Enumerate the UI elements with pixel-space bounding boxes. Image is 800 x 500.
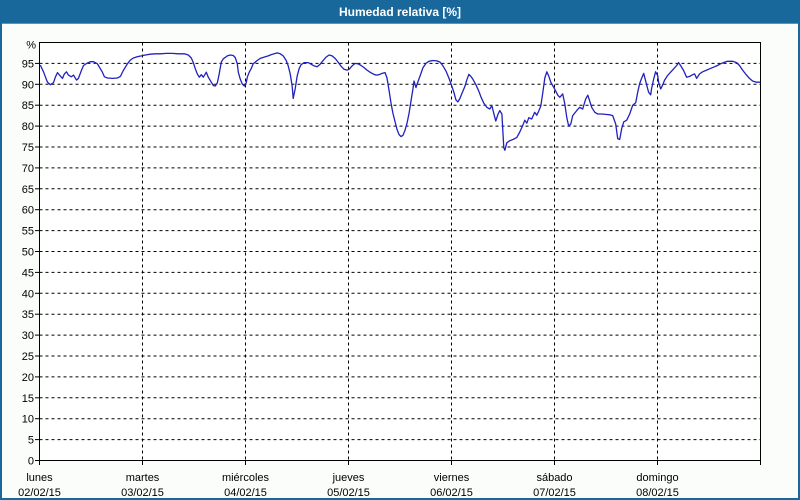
plot-frame (39, 42, 761, 461)
humidity-series-line (39, 52, 761, 151)
y-tick-label: 15 (22, 393, 34, 405)
x-day-label: miércoles (222, 472, 270, 484)
x-date-label: 07/02/15 (533, 487, 576, 499)
y-tick-label: 85 (22, 100, 34, 112)
x-day-label: martes (126, 472, 160, 484)
y-tick-label: 95 (22, 58, 34, 70)
x-day-label: viernes (434, 472, 470, 484)
y-tick-label: 55 (22, 226, 34, 238)
x-date-label: 08/02/15 (636, 487, 679, 499)
x-date-label: 02/02/15 (18, 487, 61, 499)
x-day-label: lunes (26, 472, 53, 484)
y-tick-label: 35 (22, 309, 34, 321)
y-tick-label: 50 (22, 247, 34, 259)
y-tick-label: 45 (22, 267, 34, 279)
title-bar: Humedad relativa [%] (2, 0, 798, 24)
y-tick-label: 60 (22, 205, 34, 217)
y-tick-label: 5 (28, 435, 34, 447)
x-day-label: jueves (332, 472, 365, 484)
y-tick-label: 0 (28, 456, 34, 468)
y-tick-label: 20 (22, 372, 34, 384)
y-tick-label: 30 (22, 330, 34, 342)
y-tick-label: 90 (22, 79, 34, 91)
y-tick-label: 80 (22, 121, 34, 133)
x-day-label: sábado (536, 472, 572, 484)
y-tick-label: 70 (22, 163, 34, 175)
x-date-label: 03/02/15 (121, 487, 164, 499)
x-day-label: domingo (636, 472, 678, 484)
y-tick-label: 65 (22, 184, 34, 196)
y-tick-label: 75 (22, 142, 34, 154)
chart-title: Humedad relativa [%] (338, 4, 462, 19)
y-axis-unit-label: % (26, 40, 36, 52)
y-tick-label: 10 (22, 414, 34, 426)
y-tick-label: 25 (22, 351, 34, 363)
x-date-label: 04/02/15 (224, 487, 267, 499)
x-date-label: 06/02/15 (430, 487, 473, 499)
y-tick-label: 40 (22, 288, 34, 300)
x-date-label: 05/02/15 (327, 487, 370, 499)
